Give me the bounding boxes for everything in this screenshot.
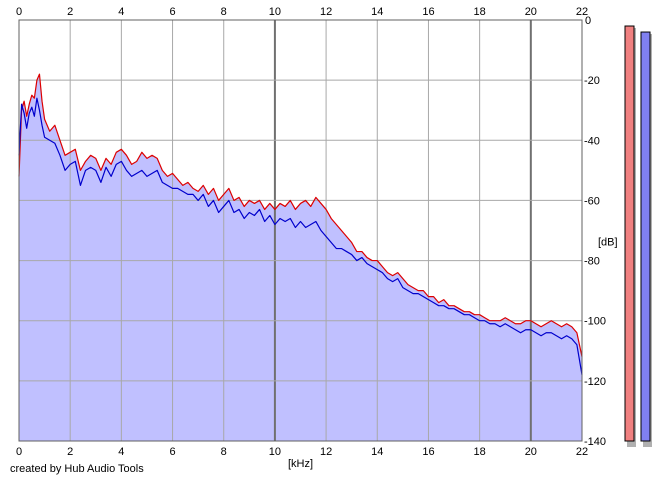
x-tick-label-bottom: 12: [320, 446, 332, 458]
x-tick-label-top: 2: [67, 6, 73, 18]
plot-frame: [18, 19, 583, 442]
credit-text: created by Hub Audio Tools: [10, 463, 144, 475]
y-tick-label: -20: [584, 75, 600, 87]
x-tick-label-top: 4: [118, 6, 124, 18]
x-tick-label-bottom: 2: [67, 446, 73, 458]
level-meter-right: [640, 31, 651, 442]
x-tick-label-bottom: 18: [474, 446, 486, 458]
x-tick-label-top: 22: [576, 6, 588, 18]
x-tick-label-top: 14: [371, 6, 383, 18]
plot-border: [18, 19, 583, 442]
y-tick-label: -120: [584, 376, 606, 388]
y-tick-label: -100: [584, 316, 606, 328]
x-tick-label-bottom: 8: [221, 446, 227, 458]
series-red-line: [18, 73, 583, 357]
y-tick-label: -60: [584, 195, 600, 207]
x-tick-label-bottom: 14: [371, 446, 383, 458]
series-lines: [18, 73, 583, 375]
x-tick-label-top: 10: [269, 6, 281, 18]
x-tick-label-bottom: 6: [169, 446, 175, 458]
x-tick-label-top: 6: [169, 6, 175, 18]
level-meter-left: [624, 25, 635, 442]
y-tick-label: -140: [584, 436, 606, 448]
x-tick-label-top: 12: [320, 6, 332, 18]
x-tick-label-top: 18: [474, 6, 486, 18]
x-axis-label: [kHz]: [288, 458, 313, 470]
y-axis-label: [dB]: [598, 237, 618, 249]
x-tick-label-bottom: 20: [525, 446, 537, 458]
y-tick-label: -80: [584, 256, 600, 268]
series-blue-line: [18, 97, 583, 375]
level-meters: [624, 25, 652, 448]
x-tick-label-top: 8: [221, 6, 227, 18]
x-tick-label-bottom: 16: [422, 446, 434, 458]
y-tick-label: -40: [584, 135, 600, 147]
x-tick-label-bottom: 0: [16, 446, 22, 458]
y-axis-ticks: 0 -20 -40 -60 -80 -100 -120 -140: [584, 15, 606, 448]
x-tick-label-top: 16: [422, 6, 434, 18]
x-tick-label-bottom: 10: [269, 446, 281, 458]
x-tick-label-top: 20: [525, 6, 537, 18]
y-tick-label: 0: [585, 15, 591, 27]
x-tick-label-top: 0: [16, 6, 22, 18]
x-tick-label-bottom: 22: [576, 446, 588, 458]
x-tick-label-bottom: 4: [118, 446, 124, 458]
